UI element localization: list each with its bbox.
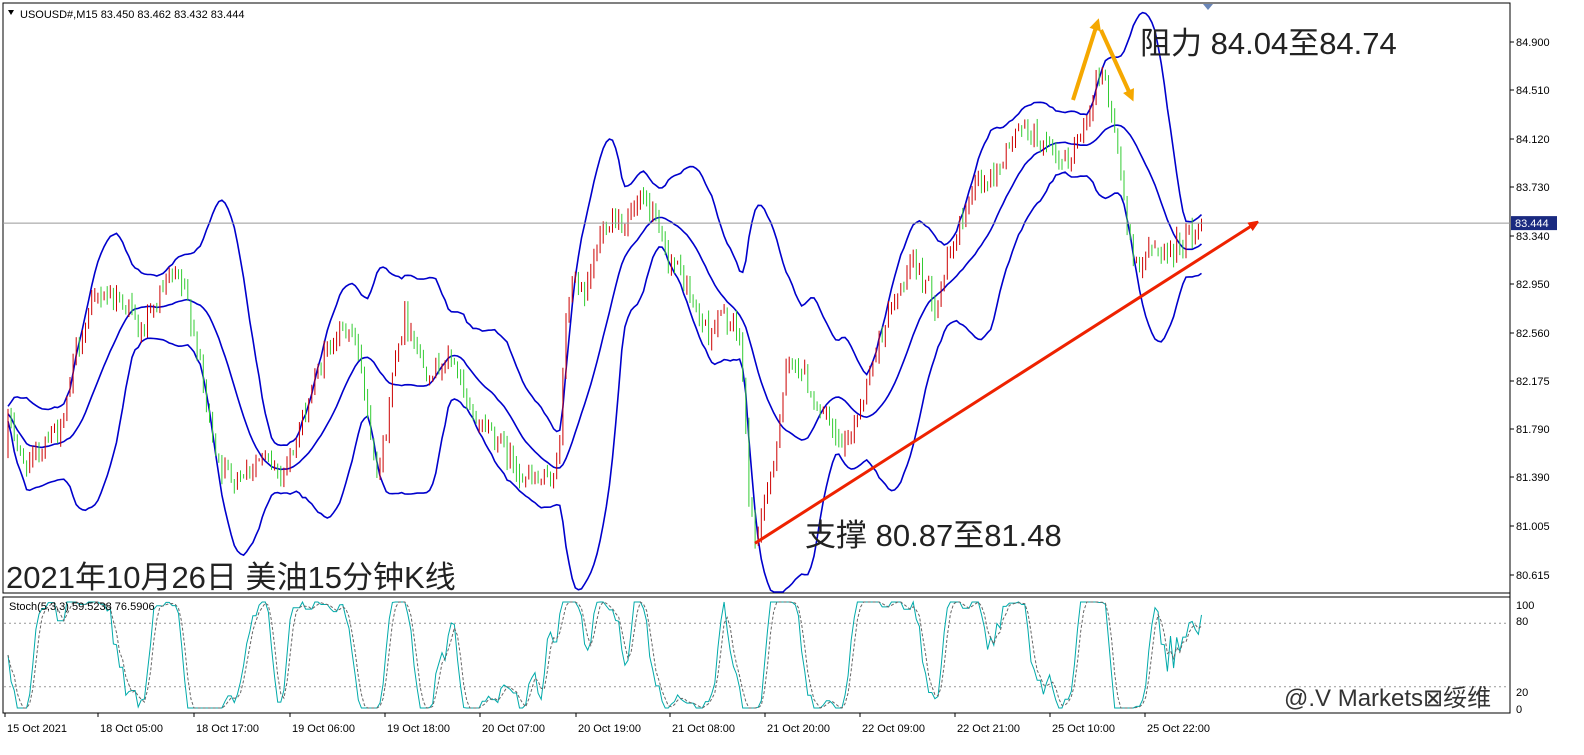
stoch-y-label-3: 0 [1516,704,1522,716]
chart-caption: 2021年10月26日 美油15分钟K线 [6,560,456,595]
resistance-annotation: 阻力 84.04至84.74 [1140,26,1397,61]
x-tick-label-7: 21 Oct 08:00 [672,723,735,735]
y-tick-label-3: 83.730 [1516,182,1550,194]
main-plot-frame [2,2,1511,594]
bb-lower [7,171,1202,593]
stoch-main-line [7,600,1202,709]
stoch-signal-line [7,601,1202,709]
support-annotation: 支撑 80.87至81.48 [805,518,1062,553]
y-tick-label-8: 81.790 [1516,424,1550,436]
y-tick-label-10: 81.005 [1516,521,1550,533]
y-tick-label-1: 84.510 [1516,85,1550,97]
bb-middle [7,124,1203,471]
symbol-header: USOUSD#,M15 83.450 83.462 83.432 83.444 [20,9,244,21]
bollinger-bands [7,11,1203,593]
y-tick-label-5: 82.950 [1516,279,1550,291]
x-tick-label-12: 25 Oct 22:00 [1147,723,1210,735]
x-tick-label-6: 20 Oct 19:00 [578,723,641,735]
stoch-header: Stoch(5,3,3) 59.5238 76.5906 [9,601,155,613]
y-tick-label-2: 84.120 [1516,134,1550,146]
stochastic-oscillator [4,600,1509,709]
x-tick-label-9: 22 Oct 09:00 [862,723,925,735]
x-tick-label-5: 20 Oct 07:00 [482,723,545,735]
y-tick-label-9: 81.390 [1516,472,1550,484]
candlesticks [7,67,1202,549]
current-price-value: 83.444 [1515,218,1549,230]
x-tick-label-2: 18 Oct 17:00 [196,723,259,735]
symbol-dropdown-icon[interactable] [8,10,14,15]
resistance-arrow-up [1071,18,1101,101]
x-tick-label-3: 19 Oct 06:00 [292,723,355,735]
x-tick-label-10: 22 Oct 21:00 [957,723,1020,735]
y-tick-label-4: 83.340 [1516,231,1550,243]
x-tick-label-11: 25 Oct 10:00 [1052,723,1115,735]
current-price-badge: 83.444 [1511,216,1557,231]
y-tick-label-11: 80.615 [1516,570,1550,582]
resistance-arrow-down [1099,29,1134,102]
watermark: @.V Markets⊠绥维 [1284,685,1491,712]
time-axis: 15 Oct 2021 18 Oct 05:00 18 Oct 17:00 19 Oc… [4,713,1210,735]
price-axis: 84.900 84.510 84.120 83.730 83.340 82.950 82.5… [1510,37,1550,716]
x-tick-label-1: 18 Oct 05:00 [100,723,163,735]
x-tick-label-0: 15 Oct 2021 [7,723,67,735]
stoch-y-label-2: 20 [1516,687,1528,699]
stoch-y-label-1: 80 [1516,616,1528,628]
y-tick-label-6: 82.560 [1516,328,1550,340]
y-tick-label-7: 82.175 [1516,376,1550,388]
x-tick-label-8: 21 Oct 20:00 [767,723,830,735]
x-tick-label-4: 19 Oct 18:00 [387,723,450,735]
bb-upper [7,11,1203,447]
support-trendline [754,224,1255,545]
stoch-y-label-0: 100 [1516,600,1534,612]
shift-marker-icon [1203,4,1213,10]
y-tick-label-0: 84.900 [1516,37,1550,49]
